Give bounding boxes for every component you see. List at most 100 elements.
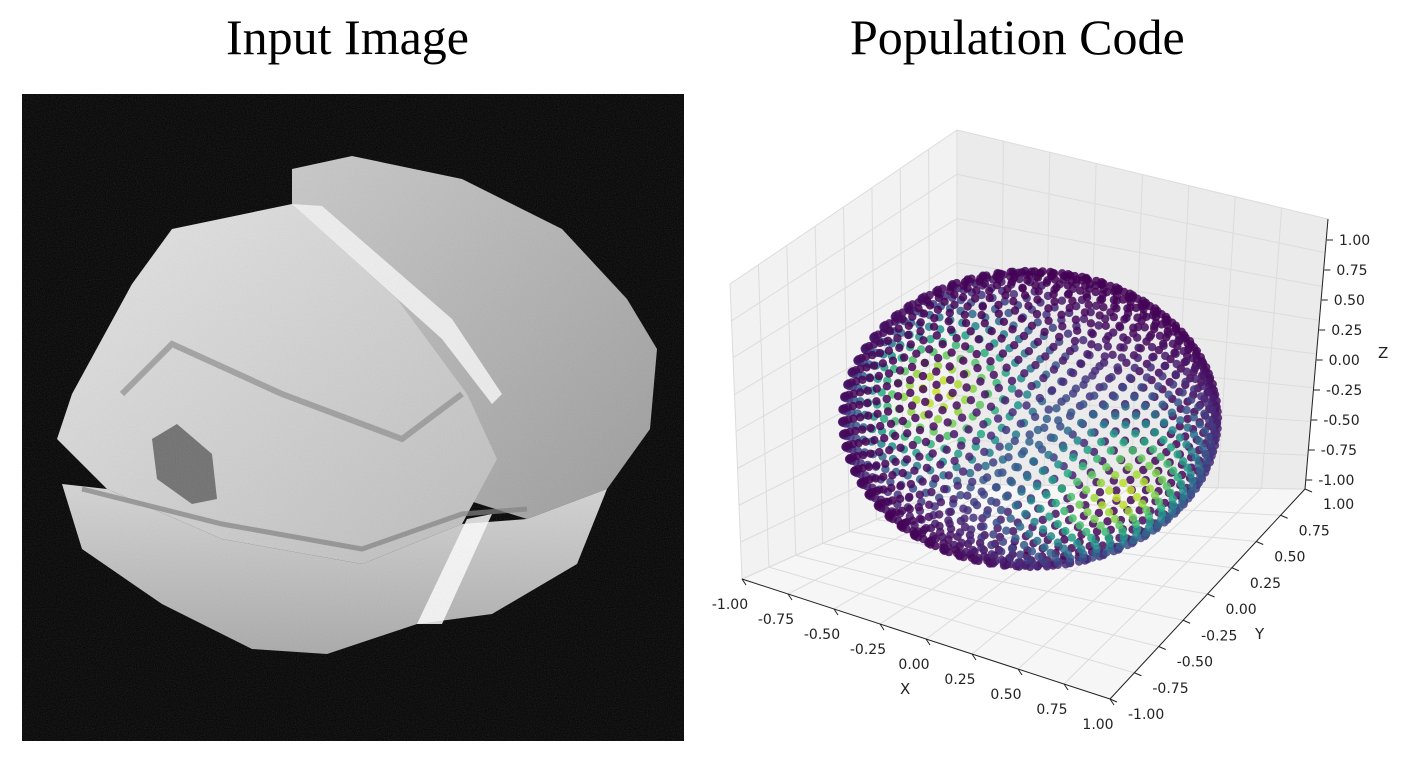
scatter-point (1007, 384, 1017, 393)
scatter-point (1151, 468, 1161, 478)
scatter-point (1168, 339, 1178, 348)
scatter-point (1099, 303, 1108, 312)
scatter-point (1068, 389, 1078, 398)
scatter-point (1176, 416, 1185, 425)
scatter-point (1073, 436, 1082, 445)
z-axis-label: Z (1378, 344, 1388, 362)
scatter-point (933, 305, 943, 314)
scatter-point (1060, 506, 1069, 516)
scatter-point (1093, 343, 1103, 352)
y-tick-label: 1.00 (1323, 497, 1354, 513)
scatter-point (1117, 353, 1126, 362)
scatter-point (971, 436, 981, 446)
scatter-point (939, 376, 948, 385)
scatter-point (915, 514, 925, 524)
scatter-point (949, 430, 959, 439)
scatter-point (1169, 466, 1178, 475)
y-tick-label: 0.25 (1250, 576, 1281, 592)
scatter-point (1208, 422, 1217, 431)
scatter-point (1057, 397, 1066, 406)
scatter-point (1105, 486, 1114, 495)
scatter-point (1017, 487, 1026, 496)
scatter-point (977, 310, 986, 320)
scatter-point (1167, 408, 1177, 417)
scatter-point (1011, 501, 1021, 510)
scatter-point (915, 425, 925, 435)
input-image-title: Input Image (226, 9, 469, 65)
scatter-point (1057, 310, 1066, 319)
scatter-point (1041, 352, 1050, 361)
scatter-point (1171, 370, 1180, 379)
scatter-point (863, 386, 872, 395)
scatter-point (1020, 369, 1029, 378)
scatter-point (1145, 484, 1155, 493)
scatter-point (1033, 536, 1042, 546)
scatter-point (919, 385, 928, 394)
scatter-point (1148, 353, 1157, 362)
scatter-point (944, 317, 953, 326)
scatter-point (876, 421, 885, 431)
scatter-point (1148, 311, 1157, 320)
scatter-point (966, 396, 976, 405)
scatter-point (1032, 309, 1042, 319)
scatter-point (1098, 501, 1107, 510)
scatter-point (864, 462, 874, 472)
scatter-point (952, 401, 961, 410)
scatter-point (924, 512, 934, 522)
scatter-point (1025, 430, 1034, 439)
scatter-point (1146, 363, 1155, 372)
scatter-point (1096, 521, 1105, 530)
scatter-point (861, 437, 870, 446)
scatter-point (1186, 395, 1196, 404)
scatter-point (1115, 520, 1124, 530)
scatter-point (1197, 371, 1207, 380)
scatter-point (925, 372, 935, 382)
y-tick-label: 0.75 (1299, 523, 1330, 539)
scatter-point (925, 301, 935, 310)
scatter-point (935, 434, 944, 443)
scatter-point (940, 484, 949, 494)
scatter-point (1128, 513, 1138, 522)
scatter-point (1118, 295, 1128, 304)
scatter-point (1007, 544, 1017, 553)
scatter-point (1054, 460, 1063, 469)
scatter-point (1047, 386, 1057, 395)
scatter-point (967, 525, 976, 534)
scatter-point (1030, 517, 1039, 527)
x-tick-label: 0.00 (898, 657, 929, 673)
scatter-point (987, 496, 996, 506)
scatter-point (1097, 295, 1107, 304)
scatter-point (1131, 429, 1140, 438)
scatter-point (986, 402, 996, 411)
scatter-point (1135, 506, 1144, 515)
scatter-point (1112, 493, 1121, 503)
scatter-point (1150, 410, 1160, 419)
scatter-point (1109, 429, 1119, 438)
scatter-point (989, 458, 998, 467)
scatter-point (964, 425, 973, 434)
scatter-point (1006, 553, 1015, 562)
scatter-point (982, 510, 992, 519)
scatter-point (1017, 268, 1027, 277)
scatter-point (1159, 341, 1168, 350)
scatter-point (1042, 278, 1051, 287)
scatter-point (935, 510, 944, 519)
z-tick-label: -0.50 (1323, 413, 1359, 429)
scatter-point (998, 537, 1008, 546)
scatter-point (994, 383, 1003, 393)
scatter-point (1163, 329, 1173, 339)
scatter-point (866, 423, 875, 433)
scatter-point (1052, 404, 1061, 413)
scatter-point (992, 518, 1001, 527)
scatter-point (895, 404, 904, 413)
scatter-point (879, 472, 888, 482)
scatter-point (960, 310, 969, 319)
scatter-point (1091, 281, 1101, 290)
scatter-point (1128, 446, 1137, 455)
scatter-point (1179, 491, 1188, 501)
scatter-point (1053, 538, 1063, 547)
scatter-point (950, 290, 959, 299)
scatter-point (918, 371, 928, 381)
scatter-point (968, 384, 978, 393)
scatter-point (1164, 390, 1173, 399)
